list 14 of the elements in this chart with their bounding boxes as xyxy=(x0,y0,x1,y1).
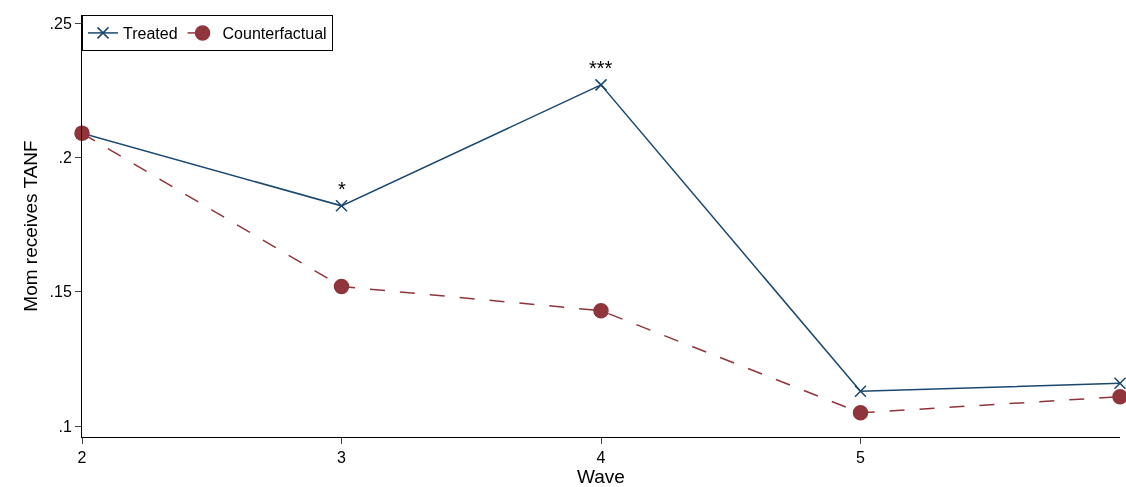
annotation: *** xyxy=(589,57,613,79)
y-axis-title: Mom receives TANF xyxy=(20,140,42,312)
y-tick-label: .15 xyxy=(49,283,72,301)
annotation: * xyxy=(338,178,346,200)
x-tick-label: 2 xyxy=(77,449,87,467)
y-tick-label: .2 xyxy=(58,149,72,167)
x-tick-label: 3 xyxy=(337,449,347,467)
x-tick-label: 4 xyxy=(596,449,606,467)
legend-label: Treated xyxy=(123,25,178,43)
x-axis-title: Wave xyxy=(577,466,625,487)
y-tick-label: .1 xyxy=(58,417,72,435)
legend-label: Counterfactual xyxy=(222,25,327,43)
x-tick-label: 5 xyxy=(856,449,866,467)
y-tick-label: .25 xyxy=(49,14,72,32)
